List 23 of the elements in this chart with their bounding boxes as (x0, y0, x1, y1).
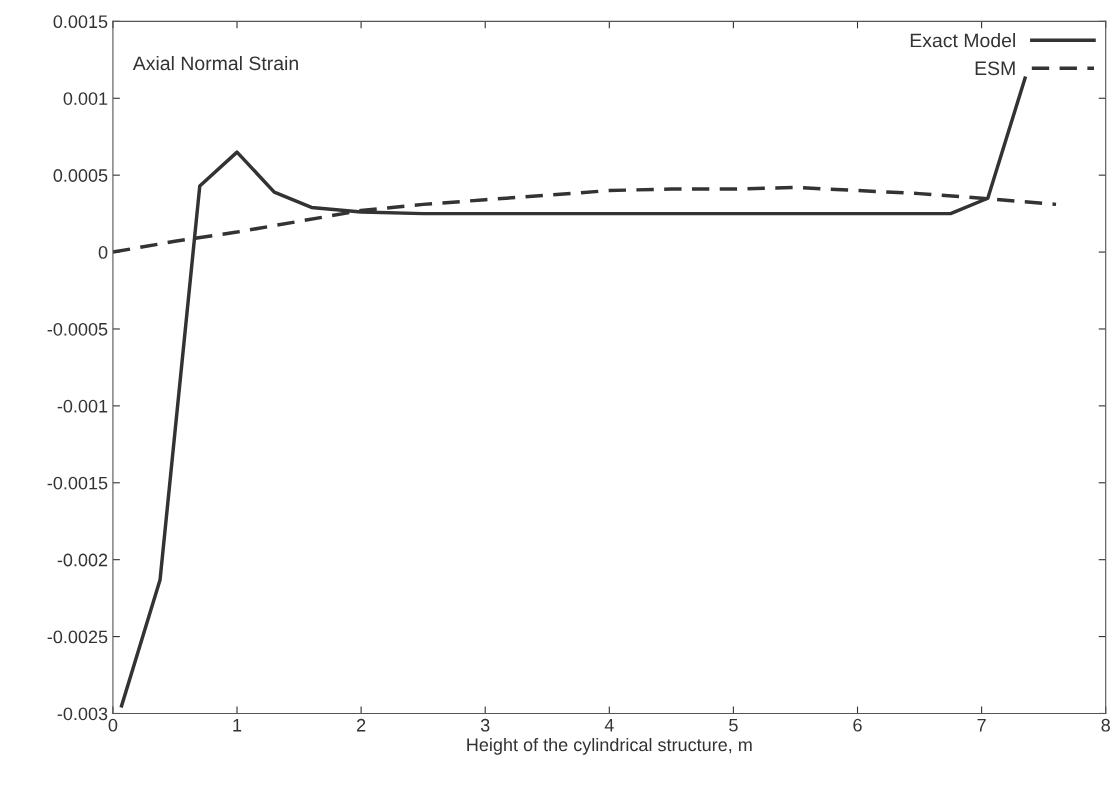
y-tick-label: -0.0005 (47, 322, 108, 336)
x-tick-label: 0 (108, 718, 118, 732)
y-tick-label: 0.0015 (53, 15, 108, 29)
x-axis-title: Height of the cylindrical structure, m (467, 737, 752, 755)
y-tick-label: -0.001 (57, 399, 108, 413)
x-tick-label: 8 (1101, 718, 1110, 732)
x-tick-label: 6 (853, 718, 862, 732)
x-tick-label: 1 (233, 719, 242, 732)
x-tick-label: 5 (729, 719, 738, 732)
y-tick-label: -0.0015 (47, 476, 108, 490)
x-tick-label: 2 (357, 718, 366, 732)
x-tick-label: 4 (604, 719, 614, 732)
y-tick-label: -0.002 (57, 553, 108, 567)
annotation: Axial Normal Strain (132, 55, 298, 71)
x-tick-label: 3 (480, 718, 490, 732)
x-tick-label: 7 (977, 719, 986, 732)
legend-label: Exact Model (910, 33, 1015, 48)
y-tick-label: 0.0005 (53, 169, 108, 182)
y-tick-label: -0.0025 (47, 630, 108, 644)
y-tick-label: 0 (98, 246, 108, 259)
y-tick-label: -0.003 (57, 707, 108, 721)
legend-label: ESM (975, 61, 1015, 76)
y-tick-label: 0.001 (63, 92, 108, 105)
